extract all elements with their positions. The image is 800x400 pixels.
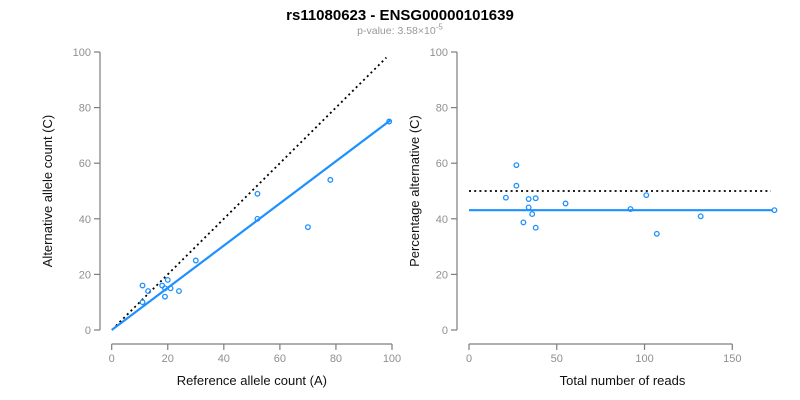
y-tick-label: 20 xyxy=(436,269,448,281)
data-point xyxy=(139,299,146,306)
x-tick-label: 20 xyxy=(162,353,174,365)
data-point xyxy=(653,230,660,237)
data-point xyxy=(167,285,174,292)
data-point xyxy=(164,277,171,283)
identity-line xyxy=(115,56,388,327)
data-point xyxy=(532,195,539,202)
y-tick-label: 20 xyxy=(79,269,91,281)
data-point xyxy=(562,200,569,207)
x-tick-label: 150 xyxy=(723,353,741,365)
p-value-text: p-value: 3.58×10 xyxy=(357,25,436,37)
y-tick-label: 60 xyxy=(436,158,448,170)
data-point xyxy=(529,211,536,218)
data-point xyxy=(532,224,539,231)
data-point xyxy=(697,213,704,220)
x-tick-label: 60 xyxy=(274,353,286,365)
y-tick-label: 80 xyxy=(436,103,448,115)
y-tick-label: 100 xyxy=(430,47,448,59)
x-tick-label: 100 xyxy=(635,353,653,365)
y-axis-title: Alternative allele count (C) xyxy=(40,115,55,267)
data-point xyxy=(145,288,152,295)
y-tick-label: 100 xyxy=(73,47,91,59)
data-point xyxy=(643,192,650,199)
data-point xyxy=(513,162,520,169)
data-point xyxy=(176,288,182,295)
y-tick-label: 60 xyxy=(79,158,91,170)
x-axis-title: Total number of reads xyxy=(560,373,686,388)
y-tick-label: 40 xyxy=(436,214,448,226)
x-tick-label: 80 xyxy=(330,353,342,365)
x-tick-label: 100 xyxy=(383,353,401,365)
y-tick-label: 40 xyxy=(79,214,91,226)
data-point xyxy=(525,204,532,211)
x-tick-label: 50 xyxy=(551,353,563,365)
data-point xyxy=(254,215,261,222)
x-tick-label: 0 xyxy=(466,353,472,365)
figure-subtitle: p-value: 3.58×10-5 xyxy=(0,22,800,37)
data-point xyxy=(386,118,393,125)
data-point xyxy=(627,206,634,213)
data-point xyxy=(513,182,520,189)
data-point xyxy=(159,282,166,289)
data-point xyxy=(304,224,311,231)
data-point xyxy=(520,219,527,226)
data-point xyxy=(162,293,168,300)
data-point xyxy=(771,207,778,214)
y-tick-label: 0 xyxy=(85,325,91,337)
data-point xyxy=(525,196,532,203)
y-tick-label: 0 xyxy=(442,325,448,337)
y-axis-title: Percentage alternative (C) xyxy=(407,115,422,267)
right-scatter-plot: 0 20 40 60 80 100 0 50 100 150 Total number of rea… xyxy=(407,47,778,388)
fit-line xyxy=(111,119,392,331)
p-value-exponent: -5 xyxy=(435,22,443,32)
data-point xyxy=(192,257,199,264)
data-point xyxy=(502,194,509,201)
data-point xyxy=(327,176,334,183)
y-tick-label: 80 xyxy=(79,103,91,115)
data-point xyxy=(254,190,261,197)
x-axis-title: Reference allele count (A) xyxy=(177,373,327,388)
x-tick-label: 0 xyxy=(109,353,115,365)
left-scatter-plot: 0 20 40 60 80 100 0 20 40 60 80 100 Reference allele… xyxy=(40,47,401,388)
figure-title: rs11080623 - ENSG00000101639 xyxy=(286,7,514,24)
data-point xyxy=(139,282,146,289)
x-tick-label: 40 xyxy=(218,353,230,365)
